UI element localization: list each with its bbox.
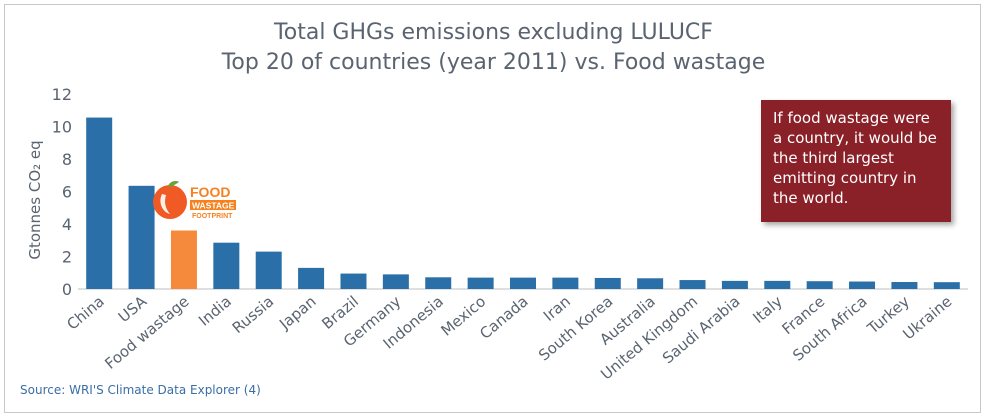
leaf-icon <box>168 181 179 187</box>
bar-brazil <box>340 273 367 289</box>
bar-japan <box>298 267 325 289</box>
apple-icon <box>153 185 187 219</box>
y-tick-label: 4 <box>62 215 72 234</box>
y-tick-label: 2 <box>62 248 72 267</box>
y-axis-ticks: 0 2 4 6 8 10 12 <box>52 85 72 299</box>
bar-saudi-arabia <box>721 280 748 289</box>
bar-canada <box>510 277 536 289</box>
x-tick-label: Iran <box>540 292 574 325</box>
bar-iran <box>552 277 579 289</box>
x-tick-label: Russia <box>229 292 278 337</box>
bar-india <box>213 242 240 289</box>
bar-china <box>86 117 113 289</box>
bar-mexico <box>467 277 494 289</box>
bar-france <box>806 281 833 289</box>
x-tick-label: USA <box>115 292 151 326</box>
bar-germany <box>382 274 409 289</box>
bars <box>86 117 960 289</box>
logo-text-food: FOOD <box>190 184 230 200</box>
bar-south-africa <box>849 281 876 289</box>
chart-subtitle: Top 20 of countries (year 2011) vs. Food… <box>221 50 766 75</box>
source-note: Source: WRI'S Climate Data Explorer (4) <box>20 383 261 397</box>
y-tick-label: 8 <box>62 150 72 169</box>
callout-box: If food wastage were a country, it would… <box>761 100 951 222</box>
x-tick-label: Canada <box>476 292 531 342</box>
y-tick-label: 12 <box>52 85 72 104</box>
bar-indonesia <box>425 277 452 289</box>
y-tick-label: 10 <box>52 118 72 137</box>
logo-text-wastage: WASTAGE <box>192 201 235 211</box>
bar-united-kingdom <box>679 280 706 289</box>
bar-usa <box>128 185 155 289</box>
bar-ukraine <box>933 282 960 289</box>
food-wastage-footprint-logo: FOOD WASTAGE FOOTPRINT <box>153 181 236 220</box>
y-tick-label: 0 <box>62 280 72 299</box>
logo-text-footprint: FOOTPRINT <box>192 213 233 220</box>
y-tick-label: 6 <box>62 183 72 202</box>
bar-turkey <box>891 282 918 289</box>
bar-food-wastage <box>170 230 197 289</box>
bar-australia <box>637 278 664 289</box>
bar-russia <box>255 251 282 289</box>
chart-title: Total GHGs emissions excluding LULUCF <box>274 20 713 45</box>
x-tick-label: Japan <box>275 292 319 333</box>
bar-italy <box>764 280 791 289</box>
bar-south-korea <box>594 277 621 289</box>
